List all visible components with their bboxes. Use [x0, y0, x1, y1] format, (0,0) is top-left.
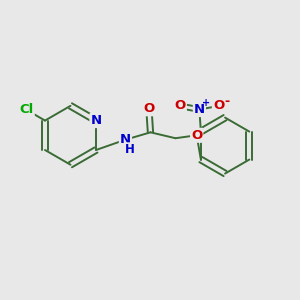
Text: -: - [224, 95, 229, 108]
Text: O: O [191, 129, 202, 142]
Text: N: N [194, 103, 205, 116]
Text: N: N [90, 114, 102, 127]
Text: O: O [175, 100, 186, 112]
Text: N: N [120, 133, 131, 146]
Text: Cl: Cl [20, 103, 34, 116]
Text: +: + [202, 98, 210, 108]
Text: O: O [213, 100, 224, 112]
Text: O: O [143, 102, 155, 115]
Text: H: H [125, 143, 135, 156]
